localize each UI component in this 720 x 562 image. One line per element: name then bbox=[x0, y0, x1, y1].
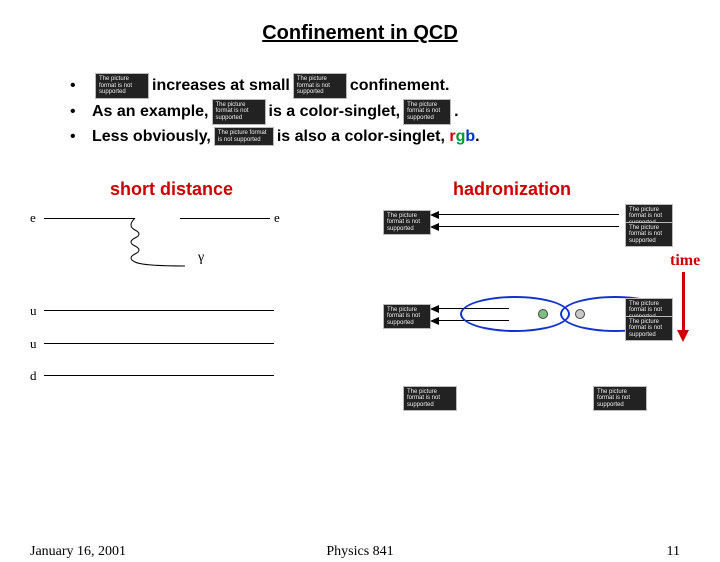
missing-image-icon: The picture format is not supported bbox=[625, 222, 673, 248]
missing-image-icon: The picture format is not supported bbox=[383, 210, 431, 236]
label-u2: u bbox=[30, 336, 37, 352]
rgb-b: b bbox=[465, 125, 475, 149]
arrow-tip-icon bbox=[430, 305, 439, 313]
arrow-tip-icon bbox=[430, 211, 439, 219]
bullet-dot: • bbox=[70, 125, 92, 149]
feyn-line bbox=[44, 375, 274, 376]
bullet-1-text-a: increases at small bbox=[152, 74, 290, 98]
missing-image-icon: The picture format is not supported bbox=[593, 386, 647, 412]
arrow-line bbox=[439, 214, 619, 216]
time-arrow-tip-icon bbox=[677, 330, 689, 342]
oval-left bbox=[460, 296, 570, 332]
rgb-g: g bbox=[456, 125, 466, 149]
bullet-dot: • bbox=[70, 100, 92, 124]
label-d: d bbox=[30, 368, 37, 384]
time-label: time bbox=[670, 252, 700, 270]
feyn-line bbox=[44, 310, 274, 311]
missing-image-icon: The picture format is not supported bbox=[625, 316, 673, 342]
missing-image-icon: The picture format is not supported bbox=[403, 99, 451, 125]
bullet-2-text-b: is a color-singlet, bbox=[269, 100, 401, 124]
feyn-line bbox=[44, 218, 134, 219]
label-e-left: e bbox=[30, 210, 36, 226]
time-arrow bbox=[682, 272, 685, 332]
missing-image-icon: The picture format is not supported bbox=[383, 304, 431, 330]
dot-green bbox=[538, 309, 548, 319]
gamma-wave-icon bbox=[130, 218, 190, 268]
footer-course: Physics 841 bbox=[326, 544, 393, 560]
label-short-distance: short distance bbox=[110, 179, 233, 200]
bullet-3-text-a: Less obviously, bbox=[92, 125, 211, 149]
missing-image-icon: The picture format is not supported bbox=[95, 73, 149, 99]
bullet-3-text-c: . bbox=[475, 125, 479, 149]
missing-image-icon: The picture format is not supported bbox=[212, 99, 266, 125]
bullet-list: • The picture format is not supported in… bbox=[70, 73, 720, 149]
label-e-right: e bbox=[274, 210, 280, 226]
footer-page: 11 bbox=[667, 544, 680, 560]
bullet-2-text-c: . bbox=[454, 100, 458, 124]
section-labels: short distance hadronization bbox=[0, 179, 720, 200]
missing-image-icon: The picture format is not supported bbox=[403, 386, 457, 412]
diagram-area: e e γ u u d The picture format is not su… bbox=[0, 208, 720, 443]
bullet-2: • As an example, The picture format is n… bbox=[70, 99, 720, 125]
missing-image-icon: The picture format is not supported bbox=[214, 127, 274, 146]
bullet-3: • Less obviously, The picture format is … bbox=[70, 125, 720, 149]
bullet-2-text-a: As an example, bbox=[92, 100, 209, 124]
bullet-1-text-b: confinement. bbox=[350, 74, 450, 98]
bullet-dot: • bbox=[70, 74, 92, 98]
feyn-line bbox=[180, 218, 270, 219]
label-hadronization: hadronization bbox=[453, 179, 571, 200]
missing-image-icon: The picture format is not supported bbox=[293, 73, 347, 99]
label-u1: u bbox=[30, 303, 37, 319]
arrow-tip-icon bbox=[430, 223, 439, 231]
footer-date: January 16, 2001 bbox=[30, 544, 126, 560]
feyn-line bbox=[44, 343, 274, 344]
label-gamma: γ bbox=[198, 250, 204, 266]
slide-title: Confinement in QCD bbox=[0, 22, 720, 45]
dot-grey bbox=[575, 309, 585, 319]
bullet-1: • The picture format is not supported in… bbox=[70, 73, 720, 99]
arrow-line bbox=[439, 226, 619, 228]
hadronization-diagram: The picture format is not supported The … bbox=[380, 204, 690, 434]
arrow-tip-icon bbox=[430, 317, 439, 325]
bullet-3-text-b: is also a color-singlet, bbox=[277, 125, 445, 149]
feynman-diagram: e e γ u u d bbox=[30, 208, 310, 398]
